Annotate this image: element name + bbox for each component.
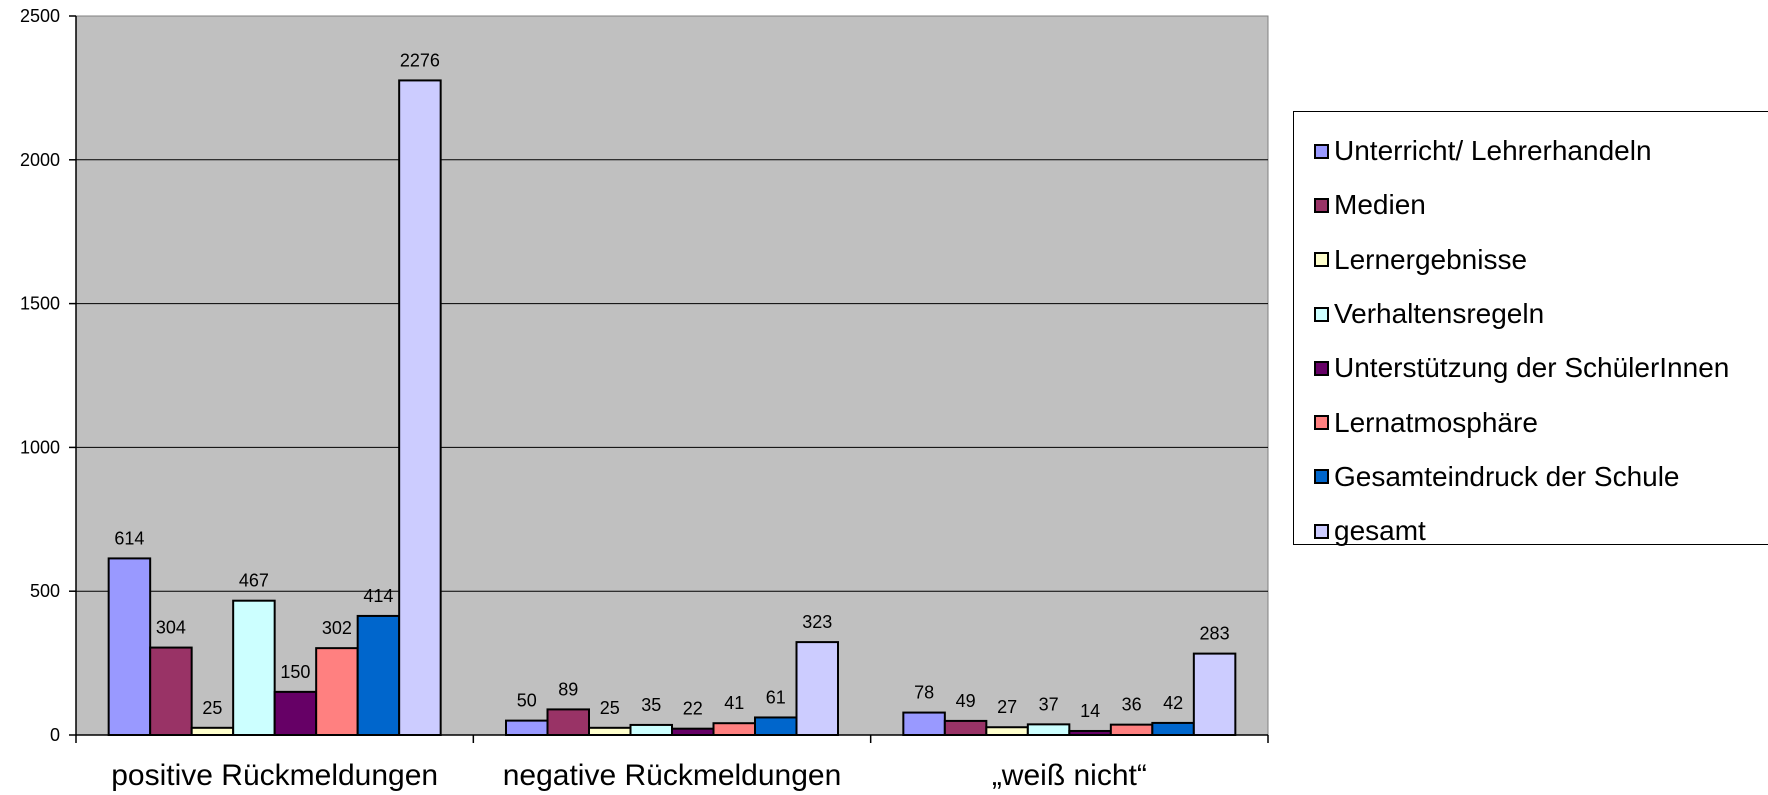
- legend-label: Gesamteindruck der Schule: [1334, 460, 1680, 492]
- legend-item: Unterstützung der SchülerInnen: [1314, 341, 1768, 395]
- data-label: 61: [766, 687, 786, 707]
- bar: [712, 722, 756, 736]
- legend-label: gesamt: [1334, 515, 1426, 547]
- data-label: 414: [363, 586, 393, 606]
- legend: Unterricht/ Lehrerhandeln Medien Lernergeb…: [1293, 111, 1768, 546]
- legend-swatch: [1314, 523, 1329, 539]
- legend-label: Unterstützung der SchülerInnen: [1334, 352, 1730, 384]
- legend-item: Unterricht/ Lehrerhandeln: [1314, 124, 1768, 178]
- data-label: 41: [724, 693, 744, 713]
- data-label: 49: [956, 691, 976, 711]
- bar: [1151, 721, 1195, 736]
- bar: [190, 726, 235, 736]
- legend-label: Unterricht/ Lehrerhandeln: [1334, 135, 1652, 167]
- data-labels: 614 50 78 304 89 49 25 25 27 467 35 37 150 22 14 302 41 3…: [114, 50, 1229, 721]
- bar: [1068, 729, 1112, 736]
- data-label: 89: [558, 679, 578, 699]
- y-tick-label: 0: [50, 725, 60, 745]
- bar: [1192, 652, 1237, 736]
- legend-item: Verhaltensregeln: [1314, 287, 1768, 341]
- bars: [107, 79, 1237, 737]
- bar: [1109, 723, 1154, 737]
- legend-item: Lernergebnisse: [1314, 233, 1768, 287]
- legend-swatch: [1314, 143, 1329, 159]
- bar: [546, 708, 590, 737]
- bar: [754, 716, 798, 737]
- bar: [1026, 723, 1071, 737]
- bar: [356, 614, 401, 736]
- data-label: 467: [239, 571, 269, 591]
- legend-label: Lernergebnisse: [1334, 243, 1528, 275]
- legend-item: Medien: [1314, 178, 1768, 232]
- bar: [795, 641, 839, 737]
- bar: [985, 726, 1029, 737]
- data-label: 2276: [400, 50, 440, 70]
- data-label: 78: [914, 683, 934, 703]
- bar: [398, 79, 442, 736]
- bar: [273, 690, 318, 736]
- legend-swatch: [1314, 360, 1329, 376]
- gridlines: [76, 159, 1268, 592]
- y-tick-label: 1000: [20, 437, 60, 457]
- legend-label: Medien: [1334, 189, 1426, 221]
- bar: [315, 647, 359, 736]
- data-label: 25: [600, 698, 620, 718]
- bar: [588, 726, 632, 736]
- y-tick-label: 2000: [20, 150, 60, 170]
- data-label: 302: [322, 618, 352, 638]
- legend-label: Lernatmosphäre: [1334, 406, 1538, 438]
- x-category-label: negative Rückmeldungen: [503, 759, 842, 792]
- legend-item: Lernatmosphäre: [1314, 395, 1768, 449]
- data-label: 150: [280, 662, 310, 682]
- legend-item: gesamt: [1314, 504, 1768, 558]
- y-tick-label: 1500: [20, 294, 60, 314]
- data-label: 50: [517, 691, 537, 711]
- data-label: 323: [802, 612, 832, 632]
- bar: [505, 719, 549, 736]
- data-label: 14: [1080, 701, 1100, 721]
- data-label: 25: [202, 698, 222, 718]
- x-category-label: positive Rückmeldungen: [111, 759, 438, 792]
- data-label: 614: [114, 528, 144, 548]
- bar: [107, 557, 152, 736]
- data-label: 22: [683, 699, 703, 719]
- legend-swatch: [1314, 415, 1329, 431]
- x-category-label: „weiß nicht“: [992, 759, 1147, 792]
- bar: [902, 711, 946, 736]
- legend-swatch: [1314, 197, 1329, 213]
- legend-label: Verhaltensregeln: [1334, 298, 1545, 330]
- data-label: 27: [997, 697, 1017, 717]
- data-label: 304: [156, 618, 186, 638]
- data-label: 42: [1163, 693, 1183, 713]
- y-tick-label: 2500: [20, 6, 60, 26]
- legend-swatch: [1314, 469, 1329, 485]
- bar: [232, 599, 276, 736]
- legend-swatch: [1314, 306, 1329, 322]
- bar: [943, 719, 988, 736]
- data-label: 283: [1200, 624, 1230, 644]
- data-label: 35: [641, 695, 661, 715]
- data-label: 37: [1039, 694, 1059, 714]
- bar: [629, 723, 673, 737]
- bar: [149, 646, 193, 736]
- bar: [671, 727, 715, 736]
- legend-swatch: [1314, 252, 1329, 268]
- y-tick-label: 500: [30, 581, 60, 601]
- legend-item: Gesamteindruck der Schule: [1314, 450, 1768, 504]
- data-label: 36: [1122, 695, 1142, 715]
